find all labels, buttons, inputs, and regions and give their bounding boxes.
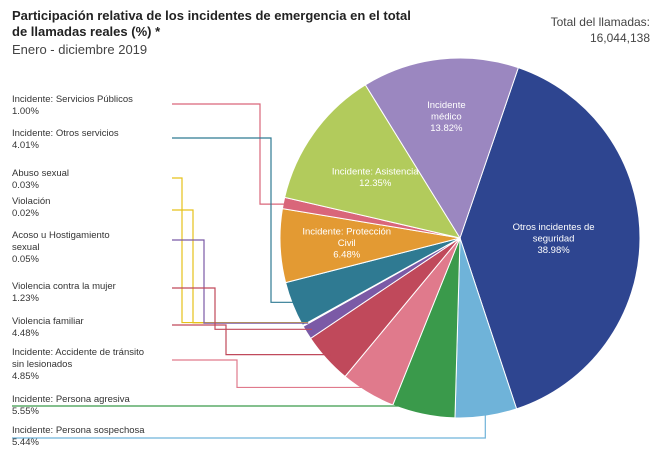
side-label-incidente-accidente-de-transito: Incidente: Accidente de tránsito sin lesi… — [12, 347, 182, 383]
side-label-line: Violencia contra la mujer — [12, 281, 116, 292]
leader-line-incidente-persona-sospechosa — [12, 410, 486, 439]
side-label-incidente-persona-agresiva: Incidente: Persona agresiva 5.55% — [12, 394, 182, 418]
side-label-line: 1.00% — [12, 106, 39, 117]
leader-line-incidente-accidente-de-transito — [172, 359, 371, 389]
total-calls-value: 16,044,138 — [589, 31, 650, 45]
side-label-line: sexual — [12, 242, 40, 253]
total-calls-label: Total del llamadas: — [550, 15, 650, 29]
side-label-line: Incidente: Persona sospechosa — [12, 425, 145, 436]
leader-line-violencia-familiar — [172, 324, 331, 356]
side-label-line: Incidente: Accidente de tránsito — [12, 347, 145, 358]
side-label-line: Incidente: Servicios Públicos — [12, 94, 133, 105]
leader-line-incidente-otros-servicios — [172, 137, 299, 303]
side-label-line: Violación — [12, 196, 51, 207]
side-label-line: Acoso u Hostigamiento — [12, 230, 110, 241]
side-label-line: 4.85% — [12, 371, 39, 382]
side-label-violacion: Violación 0.02% — [12, 196, 182, 220]
side-label-line: 1.23% — [12, 293, 39, 304]
leader-line-incidente-servicios-publicos — [172, 103, 290, 205]
slice-label-otros-incidentes-de-seguridad: Otros incidentes de seguridad 38.98% — [513, 222, 595, 256]
side-label-abuso-sexual: Abuso sexual 0.03% — [12, 168, 182, 192]
side-label-line: Incidente: Otros servicios — [12, 128, 119, 139]
leader-line-violencia-contra-la-mujer — [172, 287, 312, 330]
side-label-line: 5.55% — [12, 406, 39, 417]
side-label-line: Abuso sexual — [12, 168, 70, 179]
side-label-violencia-familiar: Violencia familiar 4.48% — [12, 316, 182, 340]
side-label-line: 0.03% — [12, 180, 39, 191]
chart-title: Participación relativa de los incidentes… — [12, 8, 411, 39]
side-label-incidente-servicios-publicos: Incidente: Servicios Públicos 1.00% — [12, 94, 182, 118]
side-label-line: 4.01% — [12, 140, 39, 151]
side-label-line: 5.44% — [12, 437, 39, 448]
side-label-line: Incidente: Persona agresiva — [12, 394, 130, 405]
side-label-acoso-u-hostigamiento: Acoso u Hostigamiento sexual 0.05% — [12, 230, 182, 266]
leader-line-acoso-u-hostigamiento — [172, 239, 309, 324]
side-label-incidente-otros-servicios: Incidente: Otros servicios 4.01% — [12, 128, 182, 152]
side-label-line: 4.48% — [12, 328, 39, 339]
pie-slice-otros-incidentes-de-seguridad — [459, 67, 641, 410]
chart-subtitle: Enero - diciembre 2019 — [12, 42, 148, 57]
side-label-incidente-persona-sospechosa: Incidente: Persona sospechosa 5.44% — [12, 425, 182, 449]
side-label-line: 0.02% — [12, 208, 39, 219]
side-label-line: sin lesionados — [12, 359, 73, 370]
side-label-violencia-contra-la-mujer: Violencia contra la mujer 1.23% — [12, 281, 182, 305]
slice-label-incidente-asistencia: Incidente: Asistencia 12.35% — [332, 166, 419, 189]
pie-slice-incidente-asistencia — [284, 84, 462, 239]
leader-line-incidente-persona-agresiva — [12, 405, 426, 409]
pie-slice-incidente-medico — [364, 57, 519, 240]
slice-label-incidente-proteccion-civil: Incidente: Protección Civil 6.48% — [302, 226, 391, 260]
total-calls: Total del llamadas: 16,044,138 — [551, 14, 650, 46]
slice-label-incidente-medico: Incidente médico 13.82% — [427, 100, 466, 134]
side-label-line: 0.05% — [12, 254, 39, 265]
side-label-line: Violencia familiar — [12, 316, 84, 327]
